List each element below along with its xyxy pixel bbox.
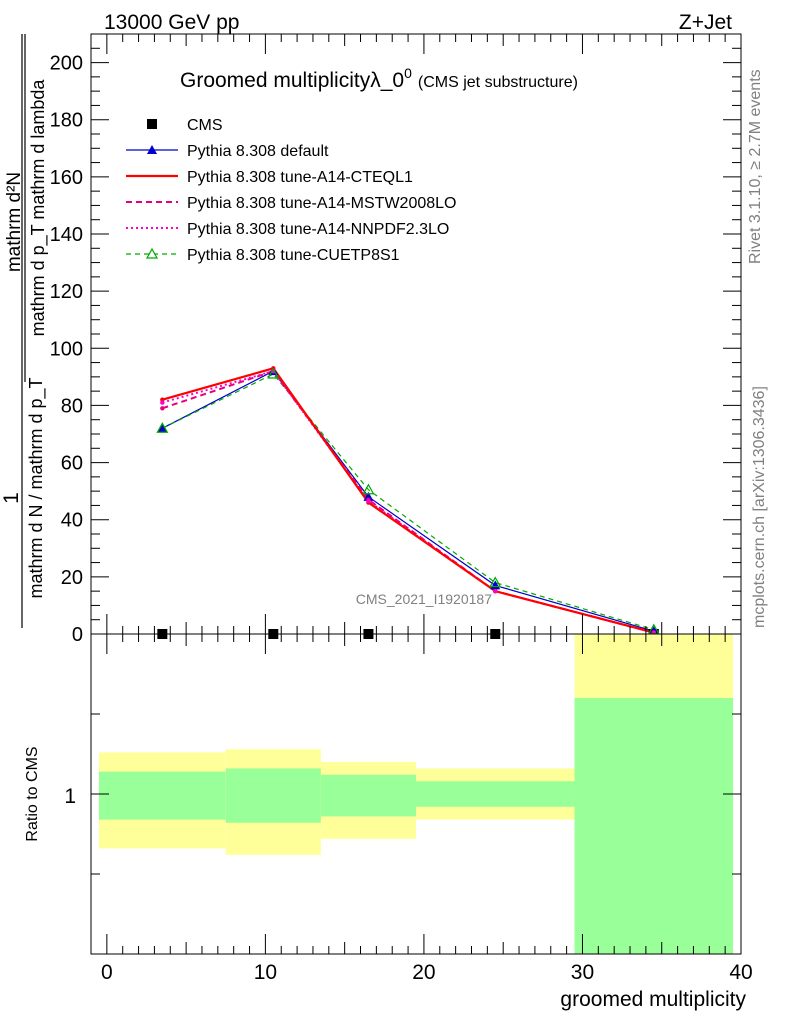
main-title-sup: 0 [404, 65, 412, 81]
legend-marker-cms [147, 119, 157, 129]
legend: CMS Pythia 8.308 default Pythia 8.308 tune… [126, 117, 456, 264]
ratio-axis-ticks [90, 633, 742, 955]
legend-item-cuetp: Pythia 8.308 tune-CUETP8S1 [126, 247, 400, 264]
point-cuetp-1 [267, 367, 280, 379]
legend-label-nnpdf: Pythia 8.308 tune-A14-NNPDF2.3LO [187, 221, 449, 238]
main-ytick-label: 60 [61, 453, 83, 475]
point-default-0 [157, 423, 168, 433]
ratio-band-inner-1 [225, 768, 321, 823]
ratio-panel: 0 10 20 30 40 1 Ratio to CMS groomed multipl… [24, 633, 753, 1011]
legend-item-cms: CMS [147, 117, 223, 134]
point-nnpdf-3 [493, 588, 498, 594]
ratio-band-inner-4 [574, 698, 734, 954]
main-title-text: Groomed multiplicityλ_0 [180, 69, 404, 92]
ratio-x-tick-labels: 0 10 20 30 40 [101, 961, 753, 984]
legend-label-default: Pythia 8.308 default [187, 143, 329, 160]
main-ylabel-frac-num: mathrm d²N [4, 172, 25, 272]
ratio-band-inner-2 [320, 774, 416, 817]
main-ytick-label: 140 [50, 224, 83, 246]
point-default-2 [363, 491, 374, 501]
main-ytick-label: 80 [61, 395, 83, 417]
point-nnpdf-0 [160, 400, 165, 405]
ratio-xtick-label: 10 [254, 961, 277, 984]
main-title-note: (CMS jet substructure) [418, 74, 578, 91]
rivet-label: Rivet 3.1.10, ≥ 2.7M events [747, 69, 764, 264]
main-ylabel-num: 1 [0, 492, 23, 504]
point-default-3 [490, 580, 501, 590]
point-mstw-0 [160, 406, 165, 411]
ratio-bands [98, 634, 734, 954]
main-title: Groomed multiplicityλ_00 (CMS jet substru… [180, 65, 578, 92]
ratio-y-tick-label: 1 [64, 785, 76, 808]
process-label: Z+Jet [679, 11, 732, 34]
ratio-xtick-label: 0 [101, 961, 113, 984]
main-ylabel-den: mathrm d N / mathrm d p_T [26, 377, 47, 598]
main-panel: 0 20 40 60 80 100 120 140 160 180 200 Groomed mult… [0, 33, 742, 646]
point-cuetp-3 [489, 576, 502, 588]
main-y-tick-labels: 0 20 40 60 80 100 120 140 160 180 200 [50, 53, 83, 646]
main-axis-ticks [90, 33, 742, 635]
legend-label-cteql1: Pythia 8.308 tune-A14-CTEQL1 [187, 169, 413, 186]
legend-item-default: Pythia 8.308 default [126, 143, 329, 160]
ratio-xlabel: groomed multiplicity [560, 988, 746, 1011]
analysis-label: CMS_2021_I1920187 [356, 591, 492, 607]
main-ytick-label: 0 [72, 624, 83, 646]
legend-marker-cuetp [145, 247, 159, 259]
legend-marker-default [147, 145, 157, 154]
point-cuetp-0 [156, 422, 169, 433]
main-ytick-label: 180 [50, 110, 83, 132]
ratio-band-inner-3 [416, 781, 575, 807]
ratio-xtick-label: 40 [729, 961, 752, 984]
main-ytick-label: 120 [50, 281, 83, 303]
legend-item-cteql1: Pythia 8.308 tune-A14-CTEQL1 [126, 169, 413, 186]
legend-item-nnpdf: Pythia 8.308 tune-A14-NNPDF2.3LO [126, 221, 449, 238]
legend-label-cms: CMS [187, 117, 223, 134]
legend-label-mstw: Pythia 8.308 tune-A14-MSTW2008LO [187, 195, 456, 212]
main-ytick-label: 40 [61, 510, 83, 532]
ratio-ylabel: Ratio to CMS [24, 746, 41, 841]
point-cuetp-2 [362, 483, 375, 495]
series-line-cuetp [162, 373, 654, 631]
main-ytick-label: 20 [61, 567, 83, 589]
ratio-xtick-label: 30 [571, 961, 594, 984]
main-ytick-label: 200 [50, 53, 83, 75]
legend-item-mstw: Pythia 8.308 tune-A14-MSTW2008LO [126, 195, 456, 212]
ratio-band-inner-0 [98, 771, 226, 820]
point-nnpdf-2 [366, 498, 371, 504]
legend-label-cuetp: Pythia 8.308 tune-CUETP8S1 [187, 247, 400, 264]
mcplots-label: mcplots.cern.ch [arXiv:1306.3436] [751, 386, 768, 628]
main-ylabel-frac-den: mathrm d p_T mathrm d lambda [28, 79, 49, 337]
main-ytick-label: 100 [50, 338, 83, 360]
ratio-xtick-label: 20 [412, 961, 435, 984]
main-ytick-label: 160 [50, 167, 83, 189]
energy-label: 13000 GeV pp [104, 11, 239, 34]
